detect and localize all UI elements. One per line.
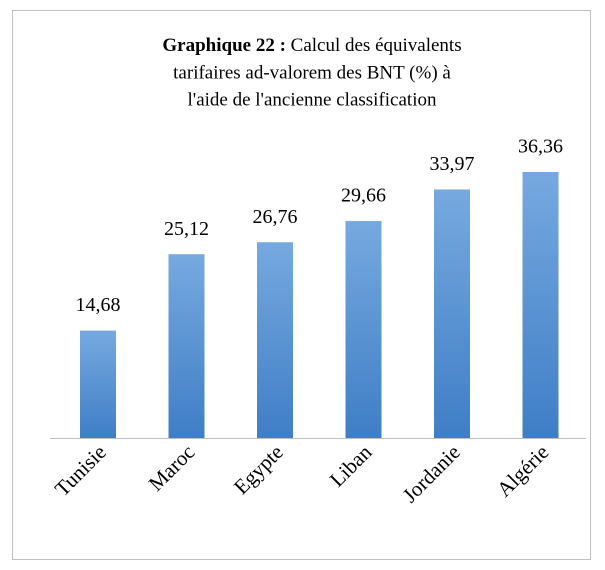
title-label: Graphique 22 : bbox=[162, 35, 286, 56]
bar bbox=[434, 189, 470, 438]
bar bbox=[522, 172, 559, 438]
bar bbox=[257, 242, 293, 438]
value-label: 14,68 bbox=[76, 294, 121, 316]
title-line: tarifaires ad-valorem des BNT (%) à bbox=[173, 62, 451, 83]
title-line: l'aide de l'ancienne classification bbox=[188, 89, 437, 110]
value-label: 25,12 bbox=[164, 218, 209, 240]
value-label: 33,97 bbox=[430, 153, 475, 175]
title-line: Calcul des équivalents bbox=[291, 35, 462, 56]
value-label: 26,76 bbox=[253, 206, 298, 228]
value-label: 29,66 bbox=[341, 185, 386, 207]
chart-title: Graphique 22 : Calcul des équivalents bbox=[162, 35, 461, 56]
bar bbox=[168, 254, 205, 438]
frame bbox=[12, 10, 591, 560]
bar bbox=[80, 330, 116, 438]
value-label: 36,36 bbox=[518, 136, 563, 158]
bar bbox=[345, 221, 382, 438]
